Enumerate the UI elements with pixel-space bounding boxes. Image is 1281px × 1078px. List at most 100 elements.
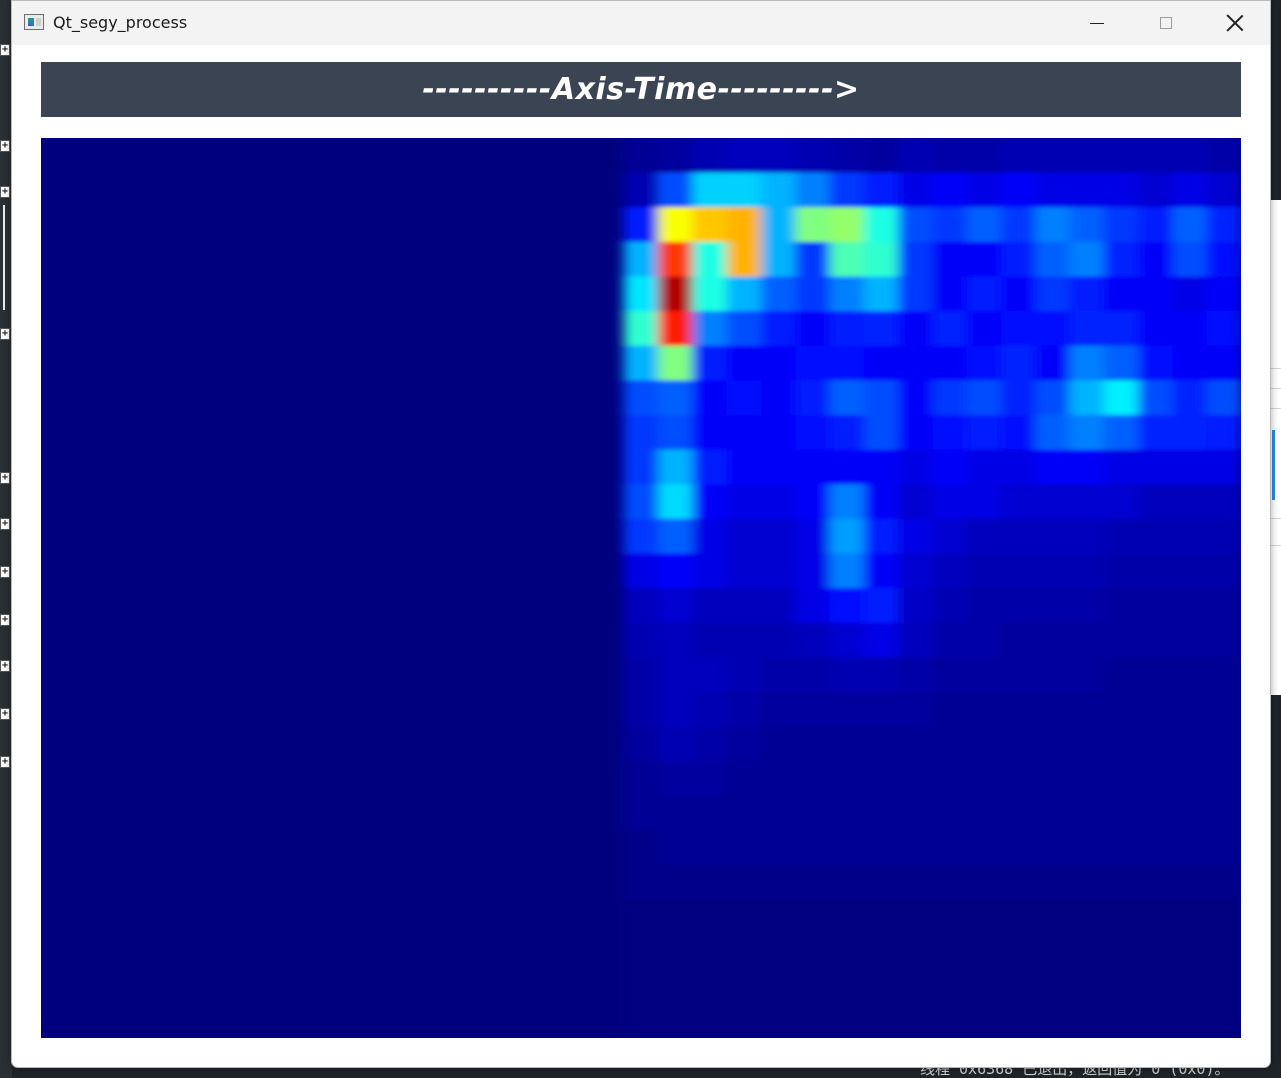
- heatmap-cell: [1103, 864, 1139, 901]
- heatmap-cell: [1001, 484, 1036, 520]
- heatmap-cell: [1206, 934, 1241, 970]
- heatmap-cell: [692, 864, 728, 901]
- heatmap-cell: [932, 899, 968, 935]
- heatmap-cell: [932, 345, 968, 381]
- heatmap-cell: [1069, 553, 1105, 589]
- heatmap-cell: [1103, 380, 1139, 416]
- heatmap-cell: [829, 830, 865, 866]
- heatmap-cell: [623, 449, 659, 485]
- heatmap-cell: [966, 691, 1002, 728]
- heatmap-cell: [692, 449, 728, 485]
- heatmap-cell: [692, 345, 728, 381]
- heatmap-cell: [761, 172, 796, 208]
- divider: [1271, 518, 1281, 519]
- tree-guide-line: [3, 205, 5, 310]
- heatmap-cell: [1138, 830, 1174, 866]
- heatmap-cell: [1206, 864, 1241, 901]
- heatmap-cell: [932, 691, 968, 728]
- heatmap-cell: [761, 934, 796, 970]
- heatmap-cell: [898, 622, 934, 658]
- heatmap-cell: [658, 553, 694, 589]
- heatmap-cell: [829, 968, 865, 1004]
- heatmap-cell: [1001, 657, 1036, 693]
- heatmap-cell: [1172, 830, 1208, 866]
- app-window-icon[interactable]: [24, 14, 44, 30]
- close-button[interactable]: [1201, 1, 1269, 45]
- heatmap-cell: [1001, 414, 1036, 451]
- heatmap-cell: [1103, 276, 1139, 312]
- heatmap-cell: [898, 830, 934, 866]
- heatmap-cell: [1206, 518, 1241, 554]
- heatmap-cell: [966, 172, 1002, 208]
- heatmap-cell: [1069, 311, 1105, 347]
- heatmap-cell: [966, 588, 1002, 624]
- heatmap-cell: [863, 276, 899, 312]
- heatmap-view[interactable]: [41, 138, 1241, 1038]
- heatmap-cell: [726, 276, 762, 312]
- heatmap-cell: [829, 657, 865, 693]
- heatmap-cell: [761, 761, 796, 797]
- heatmap-cell: [863, 380, 899, 416]
- heatmap-cell: [829, 414, 865, 451]
- heatmap-cell: [1069, 726, 1105, 762]
- heatmap-cell: [898, 172, 934, 208]
- heatmap-cell: [1172, 1003, 1208, 1038]
- heatmap-cell: [898, 241, 934, 278]
- heatmap-cell: [829, 172, 865, 208]
- heatmap-cell: [932, 311, 968, 347]
- heatmap-cell: [692, 172, 728, 208]
- heatmap-cell: [966, 484, 1002, 520]
- heatmap-cell: [795, 899, 831, 935]
- heatmap-cell: [1103, 588, 1139, 624]
- heatmap-cell: [1035, 518, 1071, 554]
- heatmap-cell: [1172, 588, 1208, 624]
- heatmap-cell: [761, 518, 796, 554]
- heatmap-cell: [726, 588, 762, 624]
- heatmap-cell: [966, 1003, 1002, 1038]
- heatmap-cell: [1172, 795, 1208, 831]
- heatmap-cell: [966, 518, 1002, 554]
- heatmap-cell: [761, 1003, 796, 1038]
- heatmap-cell: [863, 241, 899, 278]
- heatmap-cell: [726, 553, 762, 589]
- heatmap-cell: [726, 761, 762, 797]
- heatmap-cell: [795, 968, 831, 1004]
- window-title: Qt_segy_process: [53, 13, 188, 32]
- heatmap-cell: [1103, 934, 1139, 970]
- heatmap-cell: [761, 726, 796, 762]
- heatmap-cell: [966, 345, 1002, 381]
- heatmap-cell: [1001, 588, 1036, 624]
- heatmap-cell: [692, 899, 728, 935]
- heatmap-cell: [623, 657, 659, 693]
- heatmap-cell: [658, 414, 694, 451]
- heatmap-cell: [932, 934, 968, 970]
- heatmap-cell: [863, 968, 899, 1004]
- heatmap-cell: [1138, 761, 1174, 797]
- heatmap-cell: [863, 172, 899, 208]
- heatmap-cell: [1035, 1003, 1071, 1038]
- heatmap-cell: [658, 484, 694, 520]
- heatmap-cell: [863, 345, 899, 381]
- heatmap-cell: [692, 518, 728, 554]
- heatmap-cell: [1206, 795, 1241, 831]
- heatmap-cell: [1103, 968, 1139, 1004]
- heatmap-cell: [863, 207, 899, 243]
- minimize-button[interactable]: [1063, 1, 1131, 45]
- heatmap-cell: [1035, 484, 1071, 520]
- heatmap-cell: [692, 830, 728, 866]
- heatmap-cell: [726, 726, 762, 762]
- title-bar[interactable]: Qt_segy_process: [12, 1, 1270, 45]
- maximize-button[interactable]: [1132, 1, 1200, 45]
- heatmap-cell: [658, 380, 694, 416]
- heatmap-cell: [658, 138, 694, 174]
- heatmap-cell: [623, 588, 659, 624]
- heatmap-cell: [932, 172, 968, 208]
- heatmap-cell: [829, 1003, 865, 1038]
- heatmap-cell: [966, 830, 1002, 866]
- heatmap-cell: [1001, 864, 1036, 901]
- heatmap-cell: [1172, 345, 1208, 381]
- heatmap-cell: [726, 138, 762, 174]
- heatmap-cell: [863, 934, 899, 970]
- heatmap-cell: [623, 968, 659, 1004]
- heatmap-cell: [829, 449, 865, 485]
